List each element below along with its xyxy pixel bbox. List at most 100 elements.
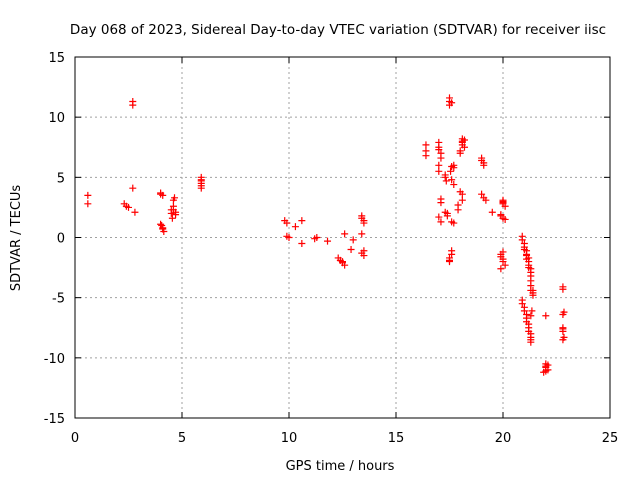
data-points — [84, 94, 568, 376]
data-point — [499, 196, 507, 204]
data-point — [298, 240, 306, 248]
data-point — [450, 219, 458, 227]
chart-title: Day 068 of 2023, Sidereal Day-to-day VTE… — [70, 22, 606, 38]
data-point — [448, 176, 456, 184]
data-point — [542, 312, 550, 320]
data-point — [84, 191, 92, 199]
data-point — [518, 300, 526, 308]
data-point — [422, 152, 430, 160]
data-point — [458, 196, 466, 204]
data-point — [313, 234, 321, 241]
data-point — [501, 202, 509, 210]
data-point — [559, 336, 567, 344]
data-point — [291, 223, 299, 231]
x-tick-label: 20 — [495, 431, 512, 446]
data-point — [347, 246, 355, 254]
data-point — [559, 325, 567, 333]
data-point — [460, 136, 468, 144]
data-point — [501, 215, 509, 223]
y-tick-label: 0 — [57, 232, 65, 247]
data-point — [542, 367, 550, 375]
data-point — [129, 101, 137, 109]
data-point — [482, 196, 490, 204]
x-tick-label: 5 — [178, 431, 186, 446]
data-point — [456, 149, 464, 157]
data-point — [544, 361, 552, 369]
y-axis-label: SDTVAR / TECUs — [9, 185, 24, 292]
data-point — [497, 212, 505, 220]
data-point — [437, 154, 445, 162]
data-point — [157, 220, 165, 228]
data-point — [168, 214, 176, 222]
x-tick-label: 10 — [281, 431, 298, 446]
x-axis-label: GPS time / hours — [286, 459, 395, 474]
data-point — [167, 209, 175, 217]
data-point — [446, 258, 453, 266]
y-tick-label: 15 — [48, 51, 65, 66]
data-point — [488, 208, 496, 216]
grid — [75, 57, 610, 418]
data-point — [528, 307, 536, 315]
data-point — [341, 230, 349, 238]
data-point — [450, 164, 458, 172]
data-point — [499, 248, 507, 256]
data-point — [360, 252, 368, 260]
axis-ticks: 0 5 10 15 20 25 -15 -10 -5 0 5 10 15 — [44, 51, 619, 446]
x-tick-label: 25 — [602, 431, 619, 446]
data-point — [437, 199, 445, 207]
data-point — [339, 258, 346, 266]
data-point — [499, 258, 507, 266]
data-point — [435, 161, 443, 169]
data-point — [169, 202, 177, 210]
data-point — [197, 176, 205, 184]
data-point — [129, 184, 137, 192]
data-point — [283, 219, 291, 227]
data-point — [460, 143, 468, 151]
data-point — [349, 236, 357, 244]
data-point — [360, 219, 368, 227]
data-point — [443, 212, 451, 220]
data-point — [518, 236, 526, 244]
data-point — [169, 196, 177, 204]
data-point — [525, 264, 533, 272]
data-point — [520, 246, 528, 254]
data-point — [520, 307, 528, 315]
data-point — [298, 217, 306, 225]
y-tick-label: -5 — [52, 292, 65, 307]
data-point — [559, 311, 567, 319]
data-point — [450, 181, 458, 189]
data-point — [422, 141, 430, 149]
data-point — [84, 200, 92, 208]
y-tick-label: -15 — [44, 412, 65, 427]
data-point — [441, 173, 449, 181]
data-point — [285, 234, 293, 241]
data-point — [447, 167, 455, 175]
data-point — [341, 261, 349, 269]
data-point — [529, 291, 537, 299]
data-point — [448, 250, 456, 258]
y-tick-label: 5 — [57, 171, 65, 186]
data-point — [448, 99, 456, 107]
data-point — [435, 146, 443, 154]
data-point — [358, 230, 366, 238]
y-tick-label: -10 — [44, 352, 65, 367]
data-point — [442, 177, 450, 185]
data-point — [125, 203, 132, 211]
data-point — [527, 338, 535, 346]
x-tick-label: 15 — [388, 431, 405, 446]
data-point — [435, 167, 443, 175]
data-point — [131, 208, 139, 216]
data-point — [501, 261, 509, 269]
data-point — [172, 211, 180, 219]
data-point — [458, 190, 466, 198]
x-tick-label: 0 — [71, 431, 79, 446]
data-point — [480, 161, 488, 169]
data-point — [437, 218, 445, 226]
data-point — [559, 285, 567, 293]
data-point — [197, 184, 205, 192]
y-tick-label: 10 — [48, 111, 65, 126]
data-point — [159, 191, 167, 199]
data-point — [497, 265, 505, 273]
data-point — [478, 190, 486, 198]
data-point — [324, 237, 332, 245]
